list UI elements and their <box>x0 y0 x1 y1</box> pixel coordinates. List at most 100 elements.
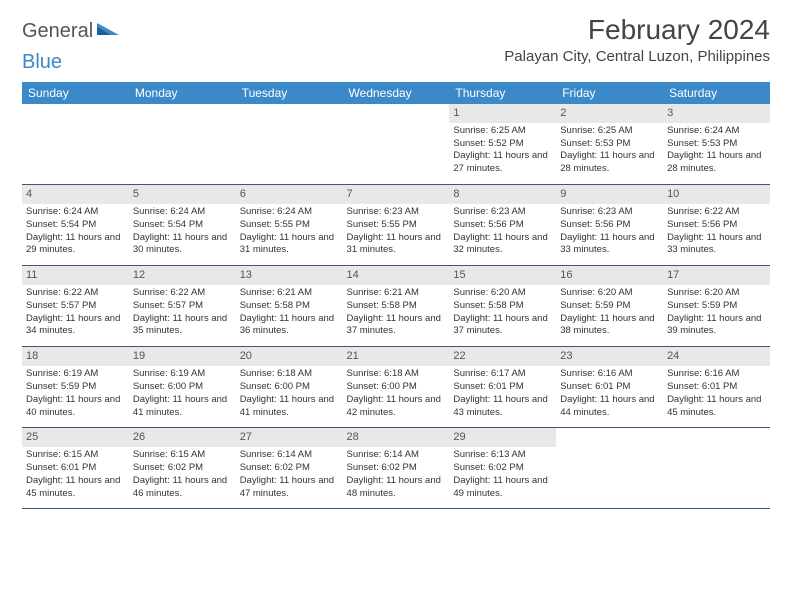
daylight-text: Daylight: 11 hours and 45 minutes. <box>667 394 766 420</box>
sunrise-text: Sunrise: 6:25 AM <box>560 125 659 138</box>
cell-body: Sunrise: 6:14 AMSunset: 6:02 PMDaylight:… <box>236 447 343 508</box>
sunset-text: Sunset: 6:00 PM <box>240 381 339 394</box>
sunset-text: Sunset: 5:57 PM <box>26 300 125 313</box>
sunset-text: Sunset: 5:55 PM <box>347 219 446 232</box>
cell-body: Sunrise: 6:21 AMSunset: 5:58 PMDaylight:… <box>343 285 450 346</box>
calendar-cell: 16Sunrise: 6:20 AMSunset: 5:59 PMDayligh… <box>556 266 663 347</box>
sunset-text: Sunset: 6:02 PM <box>133 462 232 475</box>
calendar-cell: 4Sunrise: 6:24 AMSunset: 5:54 PMDaylight… <box>22 185 129 266</box>
day-number: 14 <box>343 266 450 285</box>
daylight-text: Daylight: 11 hours and 41 minutes. <box>133 394 232 420</box>
calendar-cell: 24Sunrise: 6:16 AMSunset: 6:01 PMDayligh… <box>663 347 770 428</box>
day-number: 13 <box>236 266 343 285</box>
cell-body: Sunrise: 6:16 AMSunset: 6:01 PMDaylight:… <box>663 366 770 427</box>
day-number <box>343 104 450 123</box>
cell-body: Sunrise: 6:23 AMSunset: 5:56 PMDaylight:… <box>449 204 556 265</box>
calendar-cell: 23Sunrise: 6:16 AMSunset: 6:01 PMDayligh… <box>556 347 663 428</box>
calendar-cell: 19Sunrise: 6:19 AMSunset: 6:00 PMDayligh… <box>129 347 236 428</box>
sunset-text: Sunset: 6:01 PM <box>453 381 552 394</box>
day-number <box>129 104 236 123</box>
daylight-text: Daylight: 11 hours and 28 minutes. <box>667 150 766 176</box>
daylight-text: Daylight: 11 hours and 43 minutes. <box>453 394 552 420</box>
day-number: 11 <box>22 266 129 285</box>
sunset-text: Sunset: 6:00 PM <box>133 381 232 394</box>
calendar-cell <box>129 104 236 185</box>
day-number <box>22 104 129 123</box>
day-header-row: Sunday Monday Tuesday Wednesday Thursday… <box>22 82 770 104</box>
calendar-cell <box>236 104 343 185</box>
sunrise-text: Sunrise: 6:16 AM <box>560 368 659 381</box>
calendar-cell: 11Sunrise: 6:22 AMSunset: 5:57 PMDayligh… <box>22 266 129 347</box>
calendar-cell: 27Sunrise: 6:14 AMSunset: 6:02 PMDayligh… <box>236 428 343 509</box>
sunrise-text: Sunrise: 6:17 AM <box>453 368 552 381</box>
sunrise-text: Sunrise: 6:20 AM <box>453 287 552 300</box>
cell-body: Sunrise: 6:19 AMSunset: 6:00 PMDaylight:… <box>129 366 236 427</box>
sunset-text: Sunset: 5:57 PM <box>133 300 232 313</box>
cell-body <box>663 447 770 507</box>
calendar-cell: 13Sunrise: 6:21 AMSunset: 5:58 PMDayligh… <box>236 266 343 347</box>
calendar-week-row: 11Sunrise: 6:22 AMSunset: 5:57 PMDayligh… <box>22 266 770 347</box>
day-header-sun: Sunday <box>22 82 129 104</box>
sunrise-text: Sunrise: 6:14 AM <box>347 449 446 462</box>
calendar-cell: 21Sunrise: 6:18 AMSunset: 6:00 PMDayligh… <box>343 347 450 428</box>
sunrise-text: Sunrise: 6:15 AM <box>26 449 125 462</box>
sunset-text: Sunset: 5:55 PM <box>240 219 339 232</box>
sunrise-text: Sunrise: 6:24 AM <box>133 206 232 219</box>
day-number <box>556 428 663 447</box>
day-number: 20 <box>236 347 343 366</box>
day-header-mon: Monday <box>129 82 236 104</box>
daylight-text: Daylight: 11 hours and 36 minutes. <box>240 313 339 339</box>
day-header-wed: Wednesday <box>343 82 450 104</box>
daylight-text: Daylight: 11 hours and 27 minutes. <box>453 150 552 176</box>
sunrise-text: Sunrise: 6:18 AM <box>347 368 446 381</box>
sunset-text: Sunset: 5:59 PM <box>26 381 125 394</box>
sunset-text: Sunset: 6:02 PM <box>240 462 339 475</box>
daylight-text: Daylight: 11 hours and 39 minutes. <box>667 313 766 339</box>
sunrise-text: Sunrise: 6:20 AM <box>560 287 659 300</box>
cell-body: Sunrise: 6:15 AMSunset: 6:02 PMDaylight:… <box>129 447 236 508</box>
calendar-cell: 26Sunrise: 6:15 AMSunset: 6:02 PMDayligh… <box>129 428 236 509</box>
cell-body: Sunrise: 6:20 AMSunset: 5:59 PMDaylight:… <box>556 285 663 346</box>
cell-body: Sunrise: 6:14 AMSunset: 6:02 PMDaylight:… <box>343 447 450 508</box>
day-number: 9 <box>556 185 663 204</box>
day-number: 18 <box>22 347 129 366</box>
day-number: 16 <box>556 266 663 285</box>
sunset-text: Sunset: 6:00 PM <box>347 381 446 394</box>
cell-body: Sunrise: 6:13 AMSunset: 6:02 PMDaylight:… <box>449 447 556 508</box>
day-number: 4 <box>22 185 129 204</box>
sunset-text: Sunset: 6:01 PM <box>26 462 125 475</box>
sunset-text: Sunset: 5:53 PM <box>667 138 766 151</box>
day-number: 5 <box>129 185 236 204</box>
calendar-cell <box>556 428 663 509</box>
cell-body <box>22 123 129 183</box>
sunrise-text: Sunrise: 6:15 AM <box>133 449 232 462</box>
sunset-text: Sunset: 5:54 PM <box>133 219 232 232</box>
sunset-text: Sunset: 6:01 PM <box>560 381 659 394</box>
sunrise-text: Sunrise: 6:20 AM <box>667 287 766 300</box>
day-number: 21 <box>343 347 450 366</box>
day-number: 12 <box>129 266 236 285</box>
sunrise-text: Sunrise: 6:23 AM <box>453 206 552 219</box>
day-number: 24 <box>663 347 770 366</box>
sunset-text: Sunset: 5:58 PM <box>453 300 552 313</box>
logo-text-blue: Blue <box>22 51 62 73</box>
daylight-text: Daylight: 11 hours and 29 minutes. <box>26 232 125 258</box>
day-header-fri: Friday <box>556 82 663 104</box>
calendar-cell <box>343 104 450 185</box>
cell-body: Sunrise: 6:24 AMSunset: 5:54 PMDaylight:… <box>129 204 236 265</box>
logo: General <box>22 14 121 43</box>
month-title: February 2024 <box>504 14 770 46</box>
day-number: 19 <box>129 347 236 366</box>
calendar-cell: 6Sunrise: 6:24 AMSunset: 5:55 PMDaylight… <box>236 185 343 266</box>
daylight-text: Daylight: 11 hours and 33 minutes. <box>560 232 659 258</box>
sunset-text: Sunset: 5:54 PM <box>26 219 125 232</box>
calendar-cell: 12Sunrise: 6:22 AMSunset: 5:57 PMDayligh… <box>129 266 236 347</box>
cell-body <box>236 123 343 183</box>
cell-body: Sunrise: 6:25 AMSunset: 5:53 PMDaylight:… <box>556 123 663 184</box>
sunrise-text: Sunrise: 6:22 AM <box>667 206 766 219</box>
daylight-text: Daylight: 11 hours and 30 minutes. <box>133 232 232 258</box>
calendar-cell <box>663 428 770 509</box>
daylight-text: Daylight: 11 hours and 40 minutes. <box>26 394 125 420</box>
sunrise-text: Sunrise: 6:23 AM <box>560 206 659 219</box>
cell-body: Sunrise: 6:25 AMSunset: 5:52 PMDaylight:… <box>449 123 556 184</box>
